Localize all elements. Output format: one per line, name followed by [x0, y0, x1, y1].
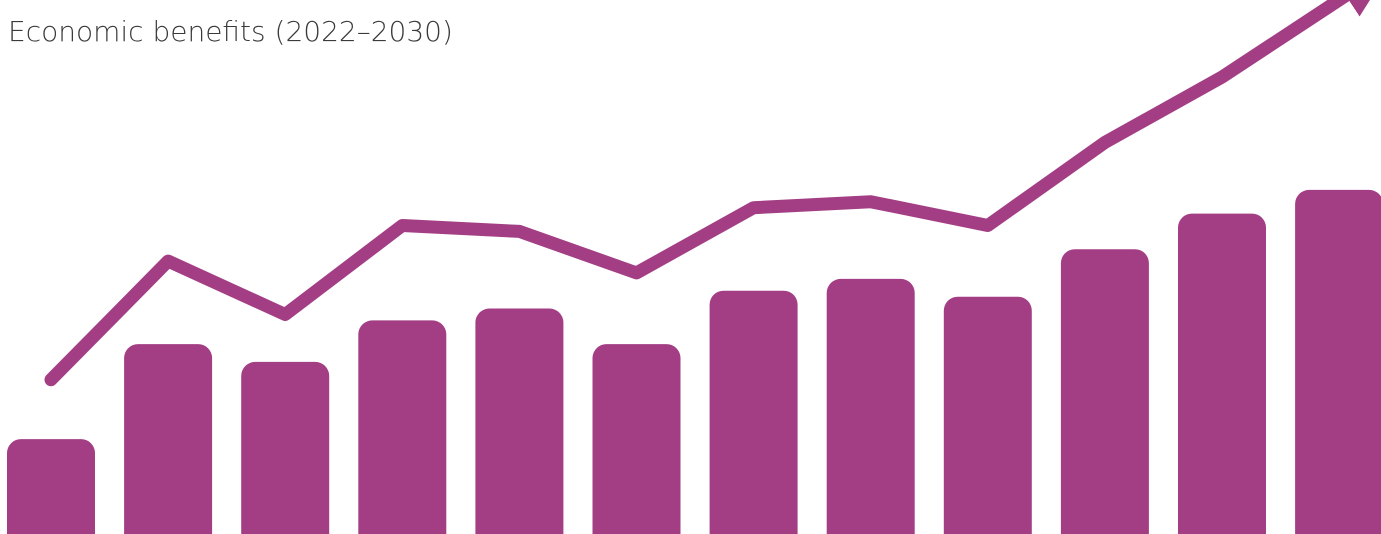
- bar-3: [241, 361, 330, 534]
- trend-line: [44, 0, 1381, 387]
- bar-5: [475, 308, 564, 534]
- bar-7: [709, 290, 798, 534]
- bar-6: [592, 344, 681, 534]
- bar-12: [1295, 189, 1381, 534]
- bar-2: [124, 344, 213, 534]
- bar-series: [7, 189, 1381, 534]
- bar-9: [943, 296, 1032, 534]
- bar-4: [358, 320, 447, 534]
- bar-10: [1060, 249, 1149, 534]
- chart-title: Economic benefits (2022–2030): [8, 15, 453, 48]
- bar-11: [1178, 213, 1266, 534]
- bar-8: [826, 278, 915, 534]
- bar-1: [7, 439, 95, 534]
- trend-line-group: [44, 0, 1381, 387]
